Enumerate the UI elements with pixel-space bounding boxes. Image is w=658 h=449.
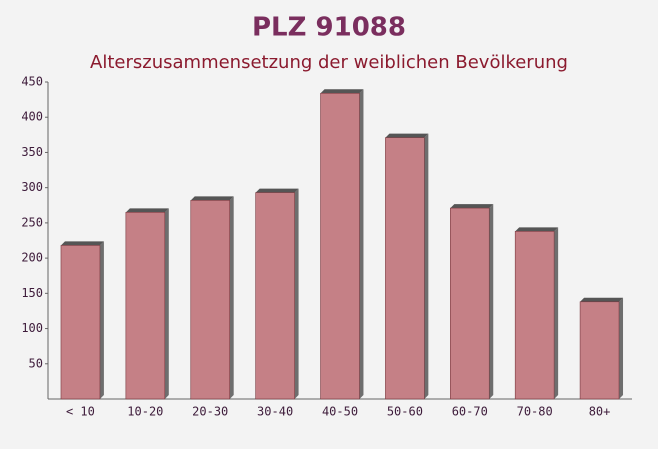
bar-shadow — [489, 204, 494, 399]
y-tick-label: 350 — [21, 145, 43, 159]
chart-title: PLZ 91088 — [252, 13, 406, 43]
bar — [255, 192, 295, 400]
y-tick-label: 400 — [21, 110, 43, 124]
x-tick-label: 10-20 — [127, 405, 163, 419]
x-tick-label: 30-40 — [257, 405, 293, 419]
bar-top — [580, 297, 624, 302]
y-tick-label: 200 — [21, 251, 43, 265]
bar — [579, 301, 620, 400]
y-tick-label: 450 — [21, 75, 43, 89]
bar-shadow — [359, 89, 364, 399]
bar-shadow — [619, 297, 624, 399]
bar-shadow — [164, 208, 169, 399]
x-tick-label: 70-80 — [517, 405, 553, 419]
bar-shadow — [229, 196, 234, 399]
y-tick-label: 250 — [21, 215, 43, 229]
y-tick-label: 300 — [21, 180, 43, 194]
x-tick-label: 20-30 — [192, 405, 228, 419]
bar-top — [450, 204, 494, 209]
bar-top — [385, 133, 429, 138]
bar — [385, 137, 425, 400]
y-tick-label: 100 — [21, 321, 43, 335]
bar-top — [515, 227, 559, 232]
y-tick-label: 150 — [21, 286, 43, 300]
x-tick-label: 80+ — [589, 405, 611, 419]
bar-top — [125, 208, 169, 213]
chart-subtitle: Alterszusammensetzung der weiblichen Bev… — [90, 52, 568, 73]
bar-top — [255, 188, 299, 193]
bar — [60, 245, 101, 400]
bar-top — [320, 89, 364, 94]
x-tick-label: 50-60 — [387, 405, 423, 419]
bar-top — [60, 241, 104, 246]
bar — [320, 92, 360, 400]
bar-top — [190, 196, 234, 201]
x-tick-label: 60-70 — [452, 405, 488, 419]
x-tick-label: < 10 — [66, 405, 95, 419]
bar-shadow — [554, 227, 559, 399]
bar — [190, 200, 230, 400]
bar-shadow — [99, 241, 104, 399]
x-tick-label: 40-50 — [322, 405, 358, 419]
bar — [125, 212, 166, 400]
bar — [450, 207, 490, 400]
bar-shadow — [424, 133, 429, 399]
bar — [514, 231, 555, 400]
bar-shadow — [294, 188, 299, 399]
y-tick-label: 50 — [29, 356, 43, 370]
